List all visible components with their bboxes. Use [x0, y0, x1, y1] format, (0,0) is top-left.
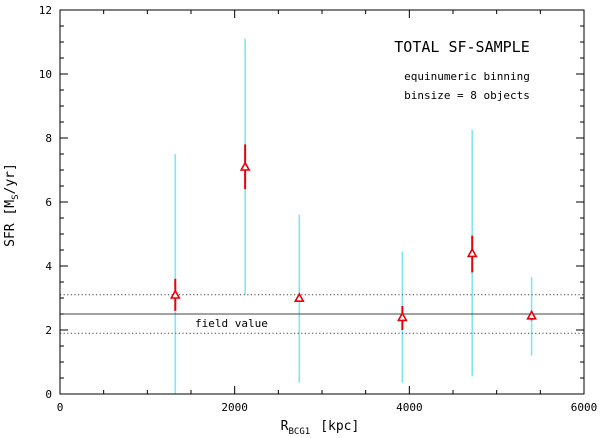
x-axis-label: RBCG1 [kpc]: [281, 419, 360, 437]
data-point-6: [526, 309, 537, 320]
x-tick-label: 2000: [221, 401, 248, 414]
data-point-5: [466, 247, 478, 258]
data-point-3: [293, 292, 305, 303]
y-axis-label-main: SFR [M: [3, 200, 18, 247]
binning-note: equinumeric binning: [404, 70, 530, 83]
x-tick-label: 4000: [396, 401, 423, 414]
data-point-2: [239, 161, 251, 171]
chart-title: TOTAL SF-SAMPLE: [394, 38, 529, 56]
y-tick-label: 0: [45, 388, 52, 401]
y-tick-label: 4: [45, 260, 52, 273]
x-axis-label-sub: BCG1: [289, 427, 311, 437]
y-axis-label-sub: S: [11, 194, 21, 199]
x-axis-label-unit: [kpc]: [320, 419, 359, 434]
data-point-1: [169, 289, 181, 299]
x-axis-label-main: R: [281, 419, 289, 434]
data-points: [169, 144, 537, 330]
x-tick-label: 0: [57, 401, 64, 414]
y-tick-label: 10: [39, 68, 52, 81]
y-tick-label: 8: [45, 132, 52, 145]
binsize-note: binsize = 8 objects: [404, 89, 530, 102]
y-axis-label: SFR [MS/yr]: [3, 163, 21, 247]
y-tick-label: 12: [39, 4, 52, 17]
field-band: [60, 294, 584, 334]
data-point-4: [396, 311, 408, 322]
y-tick-label: 6: [45, 196, 52, 209]
y-axis-label-unit: /yr]: [3, 163, 18, 194]
field-value-label: field value: [195, 317, 268, 330]
y-tick-label: 2: [45, 324, 52, 337]
plot-frame: [59, 9, 585, 395]
x-tick-label: 6000: [571, 401, 598, 414]
axis-ticks: 0 2000 4000 6000 0 2 4 6 8 10 12: [39, 4, 598, 414]
plot-border: [59, 9, 585, 395]
